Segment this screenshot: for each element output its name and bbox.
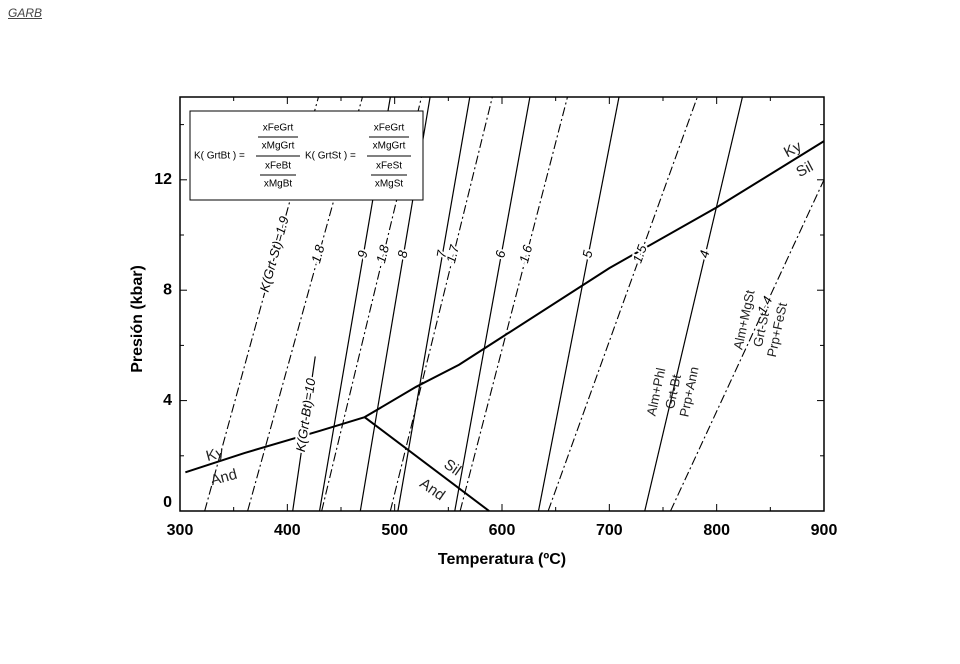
series-line <box>364 416 490 512</box>
formula-text: xMgGrt <box>373 141 406 152</box>
series-line <box>185 416 365 474</box>
annotation: Grt-St <box>750 311 772 348</box>
series-line <box>454 96 531 512</box>
annotation: Grt-Bt <box>662 373 684 410</box>
x-axis-title: Temperatura (ºC) <box>438 551 566 568</box>
line-label: 1.8 <box>308 243 327 265</box>
x-tick-label: 700 <box>596 522 623 539</box>
formula-text: xMgBt <box>264 179 293 190</box>
line-label: 9 <box>354 249 370 259</box>
x-tick-label: 400 <box>274 522 301 539</box>
formula-text: xFeBt <box>265 161 291 172</box>
line-label: 4 <box>696 249 712 259</box>
annotation: And <box>209 466 239 489</box>
y-tick-label: 4 <box>163 392 172 409</box>
formula-box: K( GrtBt ) = xFeGrt xMgGrt xFeBt xMgBt K… <box>189 110 424 201</box>
series-line <box>389 96 493 512</box>
x-tick-label: 800 <box>703 522 730 539</box>
formula-lhs: K( GrtBt ) = <box>194 151 245 162</box>
line-label: 1.7 <box>443 243 462 265</box>
series-line <box>364 140 825 419</box>
series-line <box>459 96 569 512</box>
line-label: K(Grt-Bt)=10 <box>293 377 319 453</box>
formula-text: xMgSt <box>375 179 404 190</box>
x-tick-label: 900 <box>811 522 838 539</box>
series-line <box>670 179 825 512</box>
formula-lhs: K( GrtSt ) = <box>305 151 356 162</box>
series-line <box>292 356 316 512</box>
y-tick-label: 12 <box>154 171 172 188</box>
x-tick-label: 600 <box>489 522 516 539</box>
formula-text: xMgGrt <box>262 141 295 152</box>
annotation: Ky <box>204 444 226 465</box>
y-tick-label: 8 <box>163 281 172 298</box>
line-label: 1.6 <box>516 243 535 265</box>
series-line <box>397 96 471 512</box>
formula-text: xFeGrt <box>374 123 405 134</box>
x-tick-label: 300 <box>167 522 194 539</box>
line-label: K(Grt-St)=1.9 <box>257 215 292 294</box>
formula-text: xFeSt <box>376 161 402 172</box>
y-tick-label: 0 <box>163 494 172 511</box>
annotation: Sil <box>441 456 464 479</box>
line-label: 1.8 <box>373 243 392 265</box>
x-tick-label: 500 <box>381 522 408 539</box>
series-line <box>547 96 698 512</box>
series-line <box>644 96 744 512</box>
annotation: Ky <box>781 138 805 161</box>
header: GARB <box>8 6 43 20</box>
line-label: 6 <box>492 248 508 259</box>
series-line <box>321 96 423 512</box>
annotation: And <box>416 475 448 504</box>
formula-text: xFeGrt <box>263 123 294 134</box>
series-line <box>537 96 620 512</box>
line-label: 1.5 <box>630 242 650 265</box>
line-label: 8 <box>395 249 411 259</box>
y-axis-title: Presión (kbar) <box>129 265 146 373</box>
annotation: Sil <box>793 158 816 181</box>
line-label: 5 <box>579 248 595 259</box>
